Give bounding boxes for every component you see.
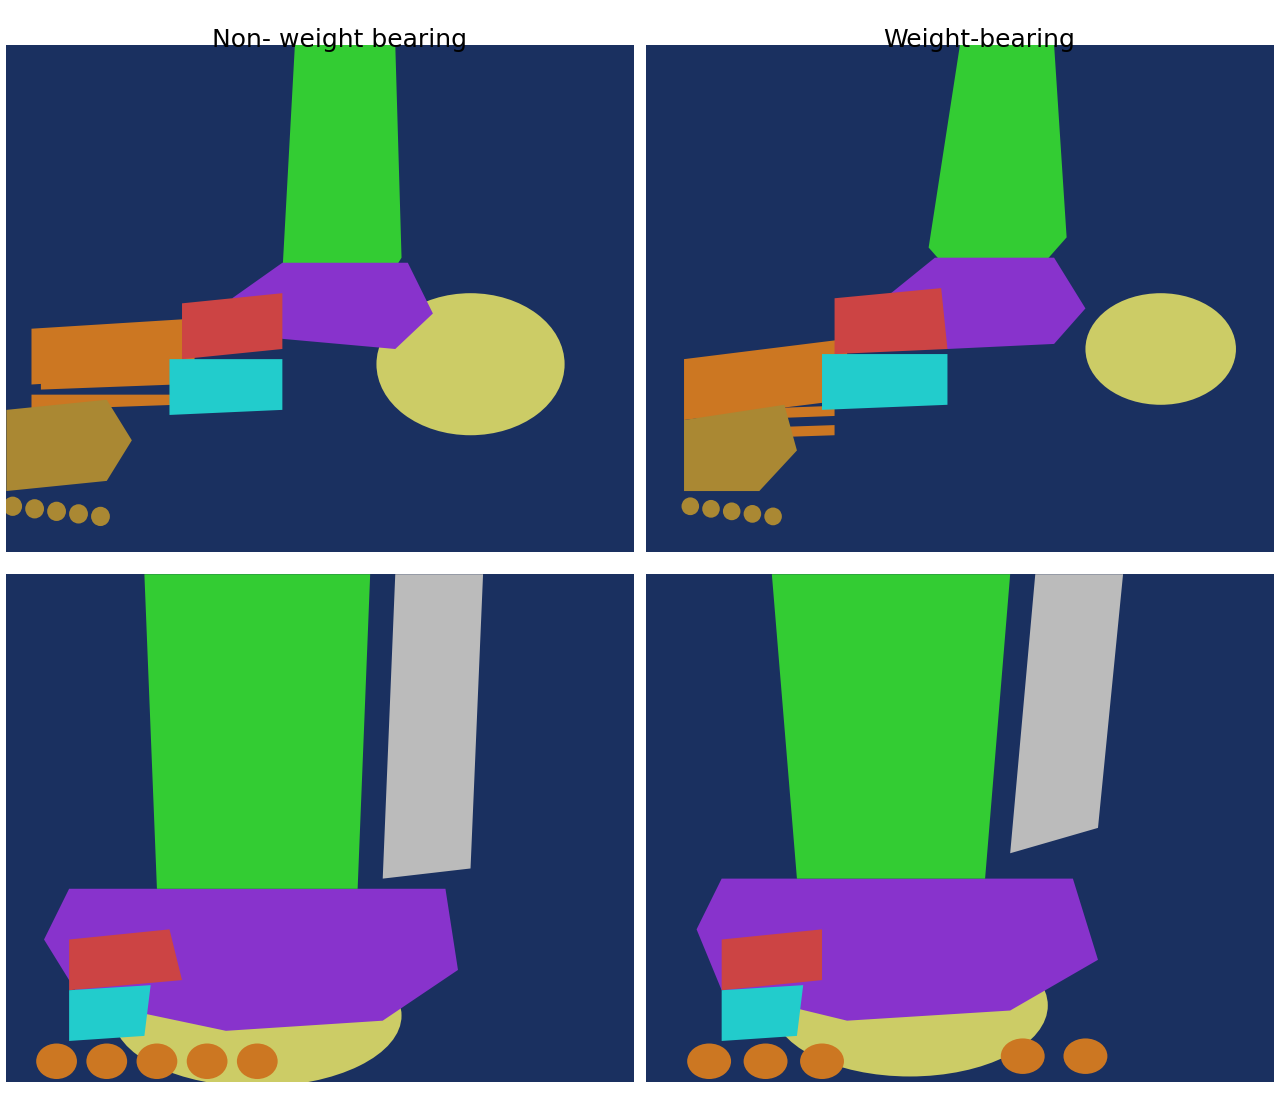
Text: Non- weight bearing: Non- weight bearing	[211, 28, 467, 52]
Polygon shape	[722, 930, 822, 990]
Ellipse shape	[772, 934, 1048, 1076]
Polygon shape	[169, 359, 283, 415]
Polygon shape	[182, 293, 283, 359]
Polygon shape	[69, 986, 151, 1041]
Polygon shape	[696, 879, 1098, 1020]
Ellipse shape	[36, 1044, 77, 1079]
Polygon shape	[1010, 574, 1123, 853]
Polygon shape	[50, 355, 175, 369]
Ellipse shape	[1064, 1038, 1107, 1074]
Polygon shape	[772, 574, 1010, 879]
Ellipse shape	[744, 1044, 787, 1079]
Polygon shape	[6, 399, 132, 491]
Polygon shape	[928, 45, 1066, 283]
Polygon shape	[696, 406, 835, 421]
Polygon shape	[41, 375, 175, 389]
Ellipse shape	[1085, 293, 1236, 405]
Polygon shape	[835, 288, 947, 355]
Ellipse shape	[744, 505, 762, 523]
Ellipse shape	[113, 944, 402, 1087]
Polygon shape	[32, 395, 175, 410]
Ellipse shape	[237, 1044, 278, 1079]
Ellipse shape	[26, 500, 44, 518]
Ellipse shape	[1001, 1038, 1044, 1074]
Polygon shape	[232, 263, 433, 349]
Polygon shape	[684, 425, 835, 440]
Ellipse shape	[687, 1044, 731, 1079]
Text: Weight-bearing: Weight-bearing	[883, 28, 1075, 52]
Polygon shape	[44, 889, 458, 1030]
Ellipse shape	[681, 497, 699, 515]
Ellipse shape	[703, 500, 719, 517]
Polygon shape	[383, 574, 483, 879]
Ellipse shape	[764, 507, 782, 525]
Polygon shape	[145, 574, 370, 889]
Ellipse shape	[47, 502, 67, 521]
Polygon shape	[684, 339, 847, 420]
Polygon shape	[722, 367, 835, 382]
Polygon shape	[283, 45, 402, 299]
Ellipse shape	[86, 1044, 127, 1079]
Polygon shape	[32, 319, 195, 385]
Ellipse shape	[69, 504, 88, 524]
Polygon shape	[822, 355, 947, 410]
Polygon shape	[709, 387, 835, 401]
Ellipse shape	[91, 507, 110, 526]
Ellipse shape	[723, 503, 740, 521]
Polygon shape	[684, 405, 797, 491]
Polygon shape	[60, 333, 175, 349]
Ellipse shape	[137, 1044, 178, 1079]
Polygon shape	[722, 986, 804, 1041]
Ellipse shape	[800, 1044, 844, 1079]
Ellipse shape	[376, 293, 564, 435]
Polygon shape	[69, 930, 182, 990]
Polygon shape	[884, 258, 1085, 349]
Ellipse shape	[4, 496, 22, 516]
Ellipse shape	[187, 1044, 228, 1079]
